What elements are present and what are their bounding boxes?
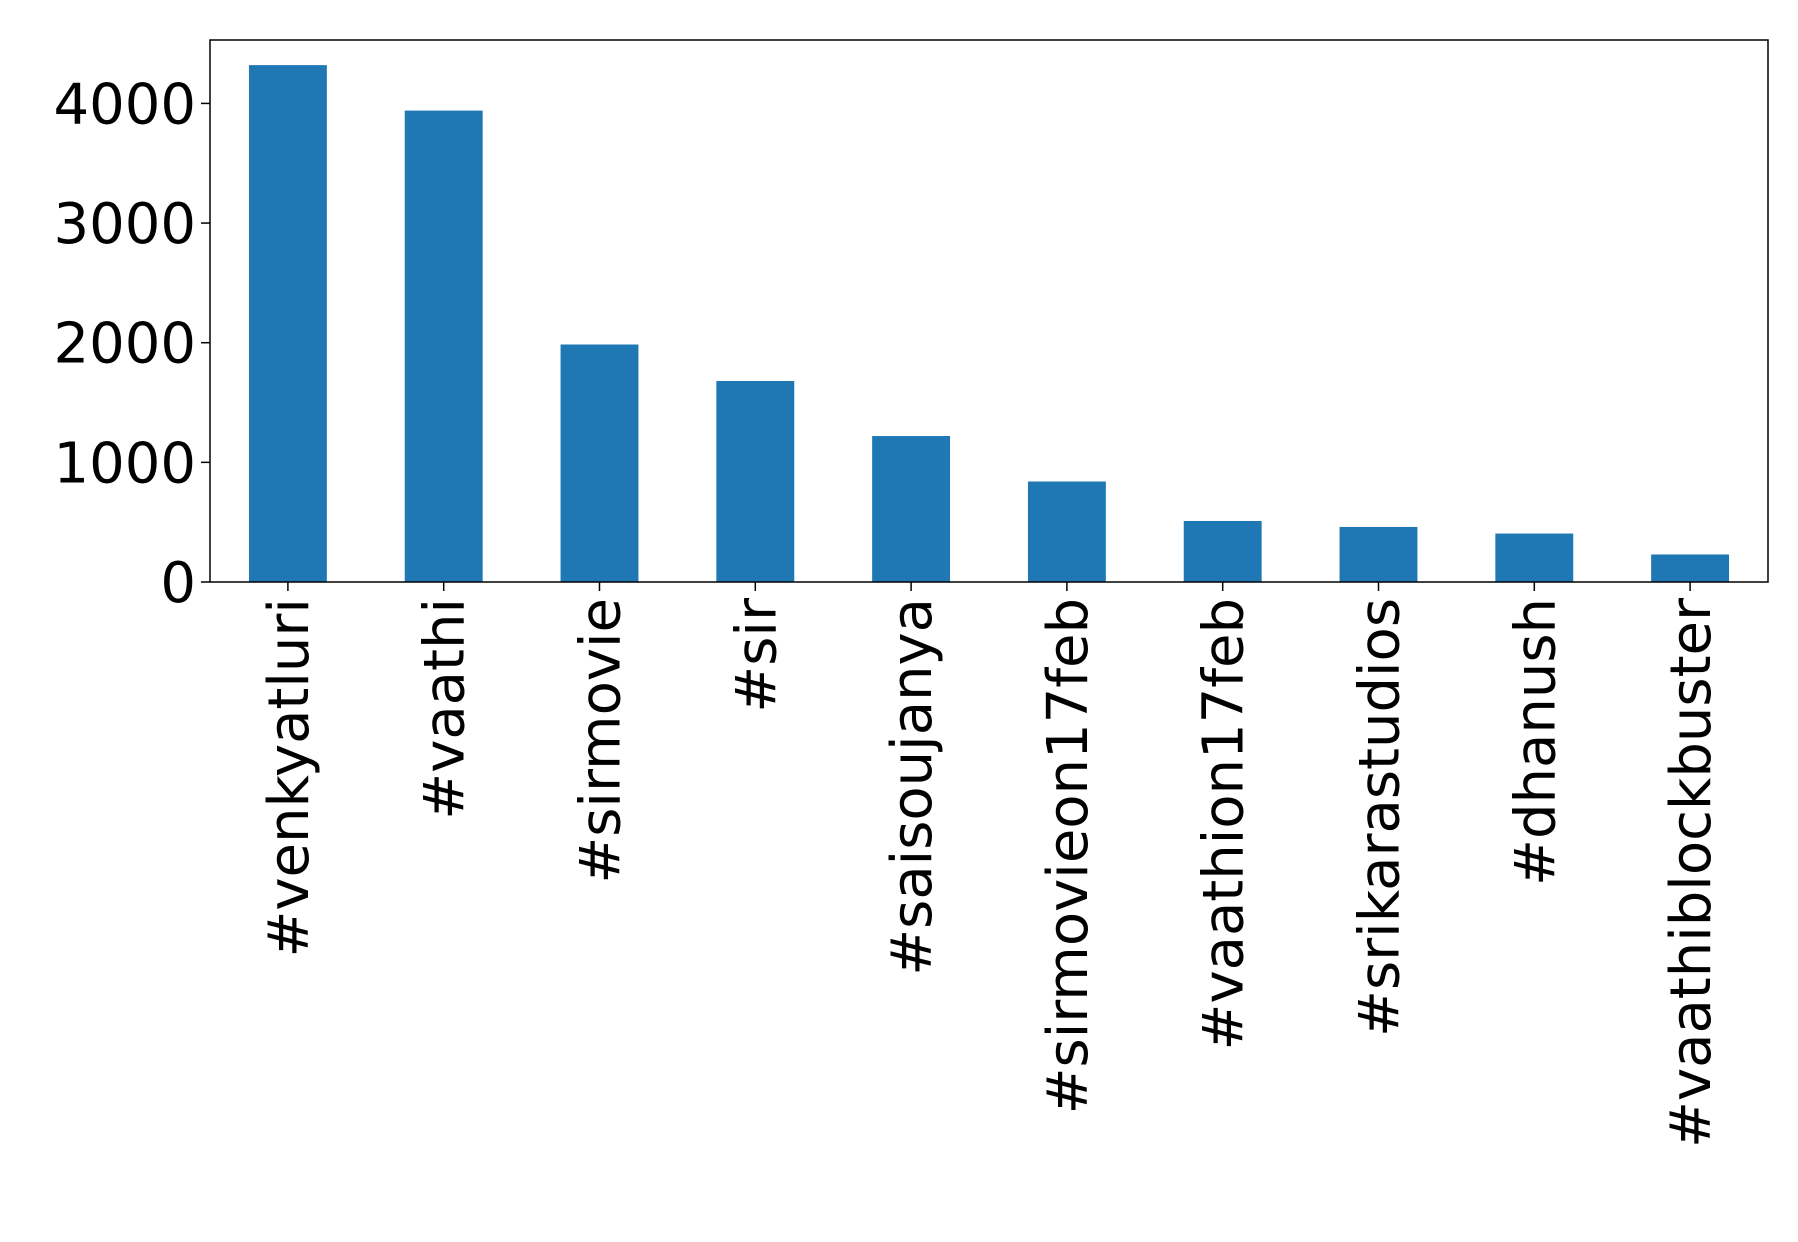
x-tick-label: #sir [724, 597, 789, 713]
y-tick-label: 4000 [53, 72, 196, 137]
x-tick-label: #srikarastudios [1348, 598, 1413, 1037]
bar [1651, 554, 1730, 582]
bar [872, 436, 951, 582]
x-tick-label: #venkyatluri [257, 598, 322, 958]
bar [1027, 481, 1106, 582]
x-tick-label: #vaathiblockbuster [1659, 597, 1724, 1148]
x-tick-label: #sirmovie [569, 598, 634, 884]
bar [404, 110, 483, 582]
x-tick-label: #dhanush [1503, 598, 1568, 886]
bar [1339, 526, 1418, 582]
x-tick-label: #vaathion17feb [1192, 598, 1257, 1050]
plot-frame [209, 39, 1769, 583]
y-tick-label: 1000 [53, 431, 196, 496]
bar [560, 344, 639, 582]
y-tick-label: 2000 [53, 312, 196, 377]
x-tick-label: #sirmovieon17feb [1036, 598, 1101, 1114]
bar [716, 380, 795, 582]
bar [248, 65, 327, 582]
x-tick-label: #vaathi [413, 598, 478, 820]
y-tick-label: 3000 [53, 192, 196, 257]
bar [1495, 533, 1574, 582]
y-tick-label: 0 [160, 551, 196, 616]
x-tick-label: #saisoujanya [880, 598, 945, 976]
bar [1183, 520, 1262, 582]
